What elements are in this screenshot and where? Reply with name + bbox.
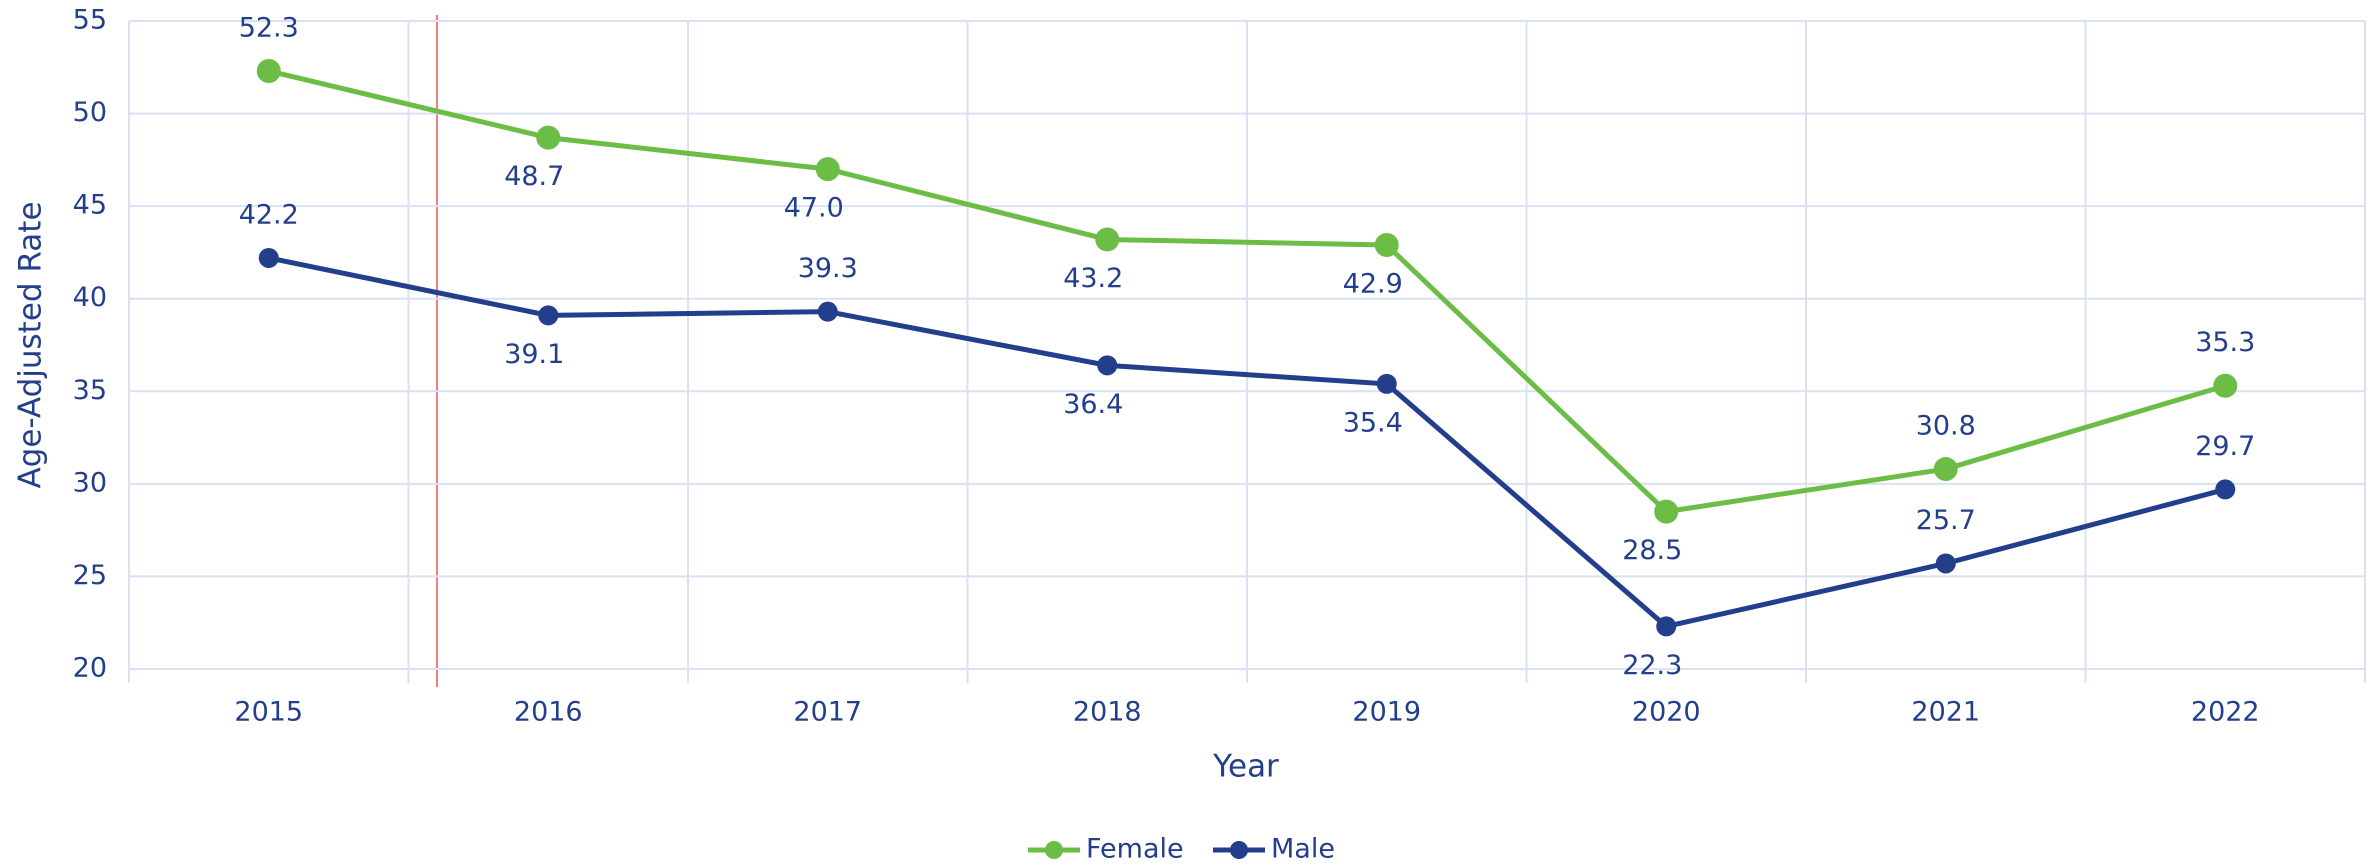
data-label: 48.7 — [504, 161, 564, 192]
y-tick-label: 45 — [73, 190, 107, 221]
legend-label: Male — [1271, 834, 1335, 865]
point — [538, 305, 559, 326]
point — [2215, 479, 2236, 500]
data-label: 22.3 — [1622, 650, 1682, 681]
data-label: 42.9 — [1343, 269, 1403, 300]
y-tick-label: 20 — [73, 653, 107, 684]
y-tick-label: 50 — [73, 97, 107, 128]
grid — [128, 20, 2366, 683]
x-tick-label: 2019 — [1352, 697, 1421, 728]
x-tick-label: 2017 — [793, 697, 862, 728]
data-label: 30.8 — [1916, 411, 1976, 442]
data-label: 35.4 — [1343, 407, 1403, 438]
point — [1935, 553, 1956, 574]
point — [1097, 355, 1118, 376]
point — [256, 58, 281, 83]
x-tick-label: 2018 — [1073, 697, 1142, 728]
point — [258, 247, 279, 268]
x-tick-label: 2020 — [1632, 697, 1701, 728]
line — [268, 255, 2226, 630]
point — [1933, 457, 1958, 482]
legend-marker — [1045, 841, 1063, 859]
point — [536, 125, 561, 150]
y-tick-label: 55 — [73, 5, 107, 36]
y-axis-title: Age-Adjusted Rate — [13, 201, 49, 488]
y-tick-label: 25 — [73, 560, 107, 591]
point — [1095, 227, 1120, 252]
point — [1374, 233, 1399, 258]
point — [815, 157, 840, 182]
data-label: 43.2 — [1063, 263, 1123, 294]
point — [1376, 373, 1397, 394]
y-tick-label: 35 — [73, 375, 107, 406]
data-label: 39.1 — [504, 339, 564, 370]
data-label: 52.3 — [239, 12, 299, 43]
x-tick-label: 2016 — [514, 697, 583, 728]
legend-marker — [1230, 841, 1248, 859]
x-tick-label: 2015 — [234, 697, 303, 728]
point — [1656, 616, 1677, 637]
data-label: 36.4 — [1063, 389, 1123, 420]
point — [817, 301, 838, 322]
data-label: 39.3 — [798, 253, 858, 284]
y-tick-label: 30 — [73, 467, 107, 498]
data-label: 29.7 — [2195, 431, 2255, 462]
data-label: 25.7 — [1916, 505, 1976, 536]
x-tick-label: 2021 — [1911, 697, 1980, 728]
line — [268, 68, 2226, 515]
data-label: 35.3 — [2195, 327, 2255, 358]
x-tick-label: 2022 — [2191, 697, 2260, 728]
point — [1654, 499, 1679, 524]
y-tick-label: 40 — [73, 282, 107, 313]
data-label: 28.5 — [1622, 535, 1682, 566]
data-label: 47.0 — [784, 193, 844, 224]
point — [2213, 373, 2238, 398]
x-axis-title: Year — [1212, 749, 1279, 785]
legend-label: Female — [1086, 834, 1184, 865]
data-label: 42.2 — [239, 199, 299, 230]
